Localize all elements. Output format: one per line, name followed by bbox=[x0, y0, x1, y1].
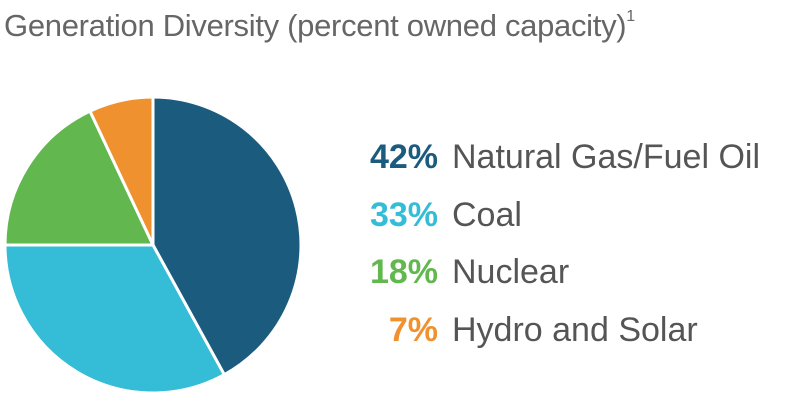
legend-item: 42% Natural Gas/Fuel Oil bbox=[340, 138, 760, 196]
legend-label: Hydro and Solar bbox=[452, 310, 698, 349]
legend-label: Nuclear bbox=[452, 253, 570, 291]
pie-slice-coal bbox=[3, 243, 227, 395]
pie-slice-hydro-and-solar bbox=[87, 95, 155, 246]
legend-item: 18% Nuclear bbox=[340, 253, 760, 311]
legend: 42% Natural Gas/Fuel Oil 33% Coal 18% Nuclear… bbox=[340, 138, 760, 368]
legend-item: 7% Hydro and Solar bbox=[340, 311, 760, 369]
legend-label: Coal bbox=[452, 195, 522, 234]
pie-chart bbox=[3, 95, 303, 395]
title-footnote: 1 bbox=[626, 7, 635, 25]
pie-slice-natural-gas-fuel-oil bbox=[151, 95, 303, 377]
title-text: Generation Diversity (percent owned capa… bbox=[4, 8, 627, 43]
pie-slice-nuclear bbox=[3, 109, 156, 247]
legend-percent: 33% bbox=[369, 195, 438, 234]
legend-percent: 18% bbox=[369, 253, 438, 291]
legend-percent: 7% bbox=[388, 310, 438, 349]
legend-label: Natural Gas/Fuel Oil bbox=[452, 138, 760, 176]
legend-item: 33% Coal bbox=[340, 196, 760, 254]
chart-title: Generation Diversity (percent owned capa… bbox=[4, 8, 635, 44]
legend-percent: 42% bbox=[369, 138, 438, 176]
